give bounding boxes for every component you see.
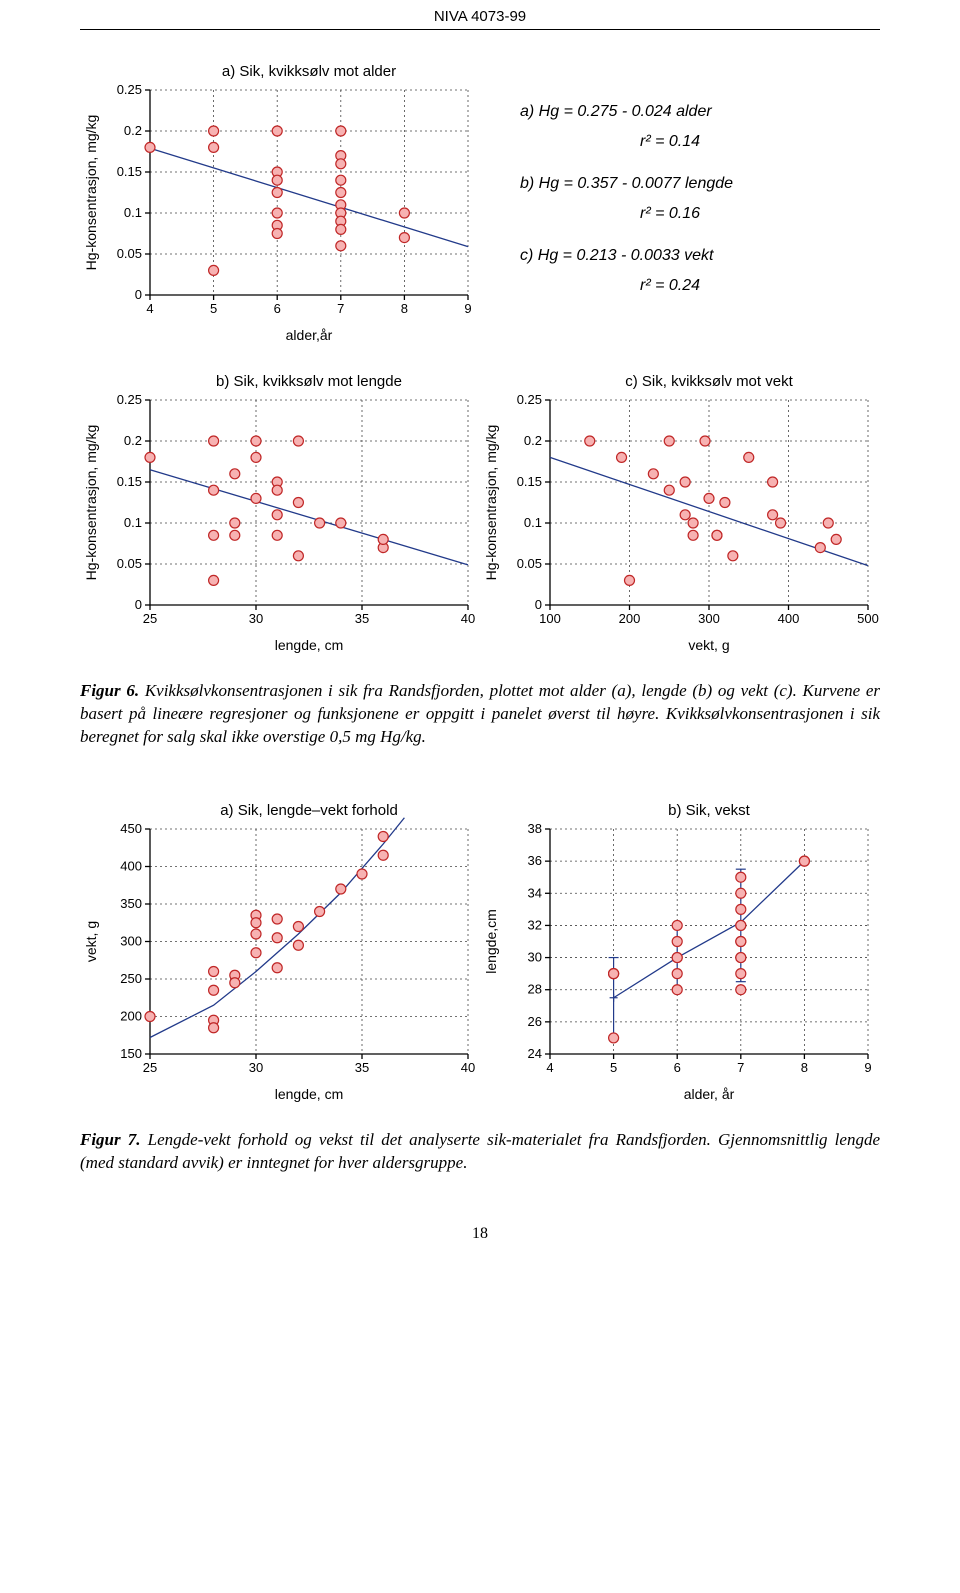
svg-text:b) Sik, vekst: b) Sik, vekst — [668, 802, 751, 819]
svg-text:9: 9 — [864, 1060, 871, 1075]
figure-7-caption: Figur 7. Lengde-vekt forhold og vekst ti… — [80, 1129, 880, 1175]
svg-text:7: 7 — [337, 301, 344, 316]
eq-b-r2: r² = 0.16 — [520, 202, 733, 226]
svg-text:25: 25 — [143, 1060, 157, 1075]
equations-panel: a) Hg = 0.275 - 0.024 alder r² = 0.14 b)… — [480, 60, 733, 350]
eq-c-r2: r² = 0.24 — [520, 274, 733, 298]
svg-text:30: 30 — [249, 1060, 263, 1075]
chart-e: b) Sik, vekst 4 5 6 7 8 9 24 26 28 30 32 34 36 38 alder… — [480, 799, 880, 1109]
svg-text:5: 5 — [210, 301, 217, 316]
svg-text:lengde, cm: lengde, cm — [275, 637, 343, 653]
svg-text:0: 0 — [135, 597, 142, 612]
svg-text:40: 40 — [461, 611, 475, 626]
svg-text:450: 450 — [120, 821, 142, 836]
figure-6-caption: Figur 6. Kvikksølvkonsentrasjonen i sik … — [80, 680, 880, 749]
svg-text:32: 32 — [528, 917, 542, 932]
svg-text:4: 4 — [146, 301, 153, 316]
svg-text:0.25: 0.25 — [117, 82, 142, 97]
svg-text:38: 38 — [528, 821, 542, 836]
chart-a: a) Sik, kvikksølv mot alder 4 5 6 7 8 9 0 0.05 0.… — [80, 60, 480, 350]
svg-text:alder, år: alder, år — [684, 1086, 735, 1102]
svg-text:a) Sik, kvikksølv mot alder: a) Sik, kvikksølv mot alder — [222, 63, 396, 80]
svg-text:5: 5 — [610, 1060, 617, 1075]
svg-text:0.2: 0.2 — [524, 433, 542, 448]
svg-text:0.2: 0.2 — [124, 433, 142, 448]
svg-text:alder,år: alder,år — [286, 327, 333, 343]
svg-text:8: 8 — [801, 1060, 808, 1075]
svg-text:28: 28 — [528, 982, 542, 997]
chart-d: a) Sik, lengde–vekt forhold 25 30 35 40 150 20… — [80, 799, 480, 1109]
svg-text:400: 400 — [120, 858, 142, 873]
eq-b: b) Hg = 0.357 - 0.0077 lengde — [520, 172, 733, 196]
svg-text:30: 30 — [528, 949, 542, 964]
svg-text:250: 250 — [120, 971, 142, 986]
eq-a-r2: r² = 0.14 — [520, 130, 733, 154]
svg-text:26: 26 — [528, 1014, 542, 1029]
svg-text:0.1: 0.1 — [524, 515, 542, 530]
svg-text:300: 300 — [698, 611, 720, 626]
svg-text:c) Sik, kvikksølv mot vekt: c) Sik, kvikksølv mot vekt — [625, 373, 793, 390]
svg-text:34: 34 — [528, 885, 542, 900]
svg-text:36: 36 — [528, 853, 542, 868]
svg-text:Hg-konsentrasjon, mg/kg: Hg-konsentrasjon, mg/kg — [83, 425, 99, 581]
svg-text:0.25: 0.25 — [517, 392, 542, 407]
page-number: 18 — [80, 1225, 880, 1243]
svg-text:vekt, g: vekt, g — [688, 637, 729, 653]
svg-text:0.05: 0.05 — [517, 556, 542, 571]
svg-text:9: 9 — [464, 301, 471, 316]
svg-text:40: 40 — [461, 1060, 475, 1075]
svg-text:4: 4 — [546, 1060, 553, 1075]
svg-text:200: 200 — [120, 1008, 142, 1023]
svg-text:Hg-konsentrasjon, mg/kg: Hg-konsentrasjon, mg/kg — [83, 115, 99, 271]
svg-text:200: 200 — [619, 611, 641, 626]
eq-c: c) Hg = 0.213 - 0.0033 vekt — [520, 244, 733, 268]
svg-text:30: 30 — [249, 611, 263, 626]
svg-text:500: 500 — [857, 611, 879, 626]
svg-text:0.1: 0.1 — [124, 205, 142, 220]
svg-text:400: 400 — [778, 611, 800, 626]
svg-text:lengde,cm: lengde,cm — [483, 909, 499, 974]
svg-text:0.25: 0.25 — [117, 392, 142, 407]
svg-text:0.1: 0.1 — [124, 515, 142, 530]
chart-b: b) Sik, kvikksølv mot lengde 25 30 35 40 0 0.0… — [80, 370, 480, 660]
svg-text:a) Sik, lengde–vekt forhold: a) Sik, lengde–vekt forhold — [220, 802, 398, 819]
svg-text:8: 8 — [401, 301, 408, 316]
svg-text:b) Sik, kvikksølv mot lengde: b) Sik, kvikksølv mot lengde — [216, 373, 402, 390]
svg-text:0.05: 0.05 — [117, 246, 142, 261]
svg-text:0.05: 0.05 — [117, 556, 142, 571]
svg-text:300: 300 — [120, 933, 142, 948]
svg-text:100: 100 — [539, 611, 561, 626]
svg-text:vekt, g: vekt, g — [83, 921, 99, 962]
svg-text:0.2: 0.2 — [124, 123, 142, 138]
svg-text:6: 6 — [274, 301, 281, 316]
svg-text:350: 350 — [120, 896, 142, 911]
svg-text:Hg-konsentrasjon, mg/kg: Hg-konsentrasjon, mg/kg — [483, 425, 499, 581]
svg-text:7: 7 — [737, 1060, 744, 1075]
svg-text:35: 35 — [355, 1060, 369, 1075]
header-rule — [80, 29, 880, 30]
svg-text:0.15: 0.15 — [117, 164, 142, 179]
svg-text:24: 24 — [528, 1046, 542, 1061]
eq-a: a) Hg = 0.275 - 0.024 alder — [520, 100, 733, 124]
svg-text:150: 150 — [120, 1046, 142, 1061]
svg-text:6: 6 — [674, 1060, 681, 1075]
svg-text:lengde, cm: lengde, cm — [275, 1086, 343, 1102]
svg-text:25: 25 — [143, 611, 157, 626]
svg-text:0.15: 0.15 — [117, 474, 142, 489]
svg-text:0: 0 — [535, 597, 542, 612]
svg-text:35: 35 — [355, 611, 369, 626]
doc-header: NIVA 4073-99 — [80, 0, 880, 29]
chart-c: c) Sik, kvikksølv mot vekt 100 200 300 400 50… — [480, 370, 880, 660]
svg-text:0.15: 0.15 — [517, 474, 542, 489]
svg-text:0: 0 — [135, 287, 142, 302]
